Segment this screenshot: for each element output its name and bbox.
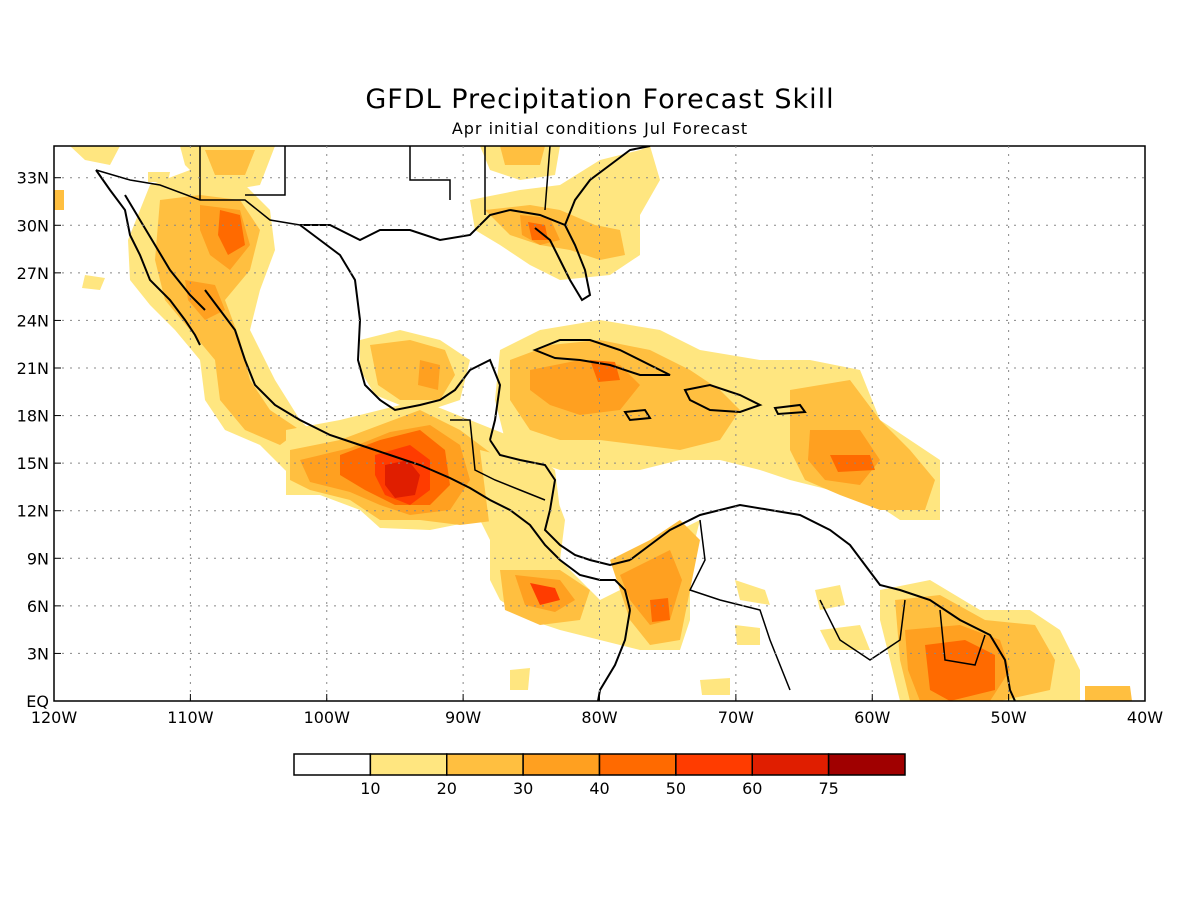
shade-sonora <box>185 280 225 320</box>
us-east-coast <box>564 146 651 226</box>
lat-tick-label: EQ <box>26 692 49 711</box>
shade-pacific-6 <box>385 460 420 498</box>
shade-baja-small <box>82 275 105 290</box>
shade-top-left <box>70 146 120 165</box>
lat-tick-label: 24N <box>17 311 49 330</box>
shade-venez-dots <box>735 625 760 645</box>
sa-west-coast <box>597 609 631 701</box>
shade-venez-dots5 <box>820 625 870 650</box>
colorbar-label: 20 <box>437 779 457 798</box>
cuba <box>532 339 671 376</box>
colorbar-label: 10 <box>360 779 380 798</box>
sa-north-coast <box>629 503 1016 701</box>
gulf-coast <box>299 209 511 441</box>
shade-ne-top2 <box>500 146 545 165</box>
shade-mid-left-dot <box>148 172 170 182</box>
lon-tick-label: 100W <box>304 708 351 727</box>
shade-venez-dots3 <box>700 678 730 695</box>
shade-east-edge <box>1085 686 1132 701</box>
ca-caribbean-coast <box>489 439 631 567</box>
colorbar-swatch <box>751 753 830 776</box>
colorbar-swatch <box>675 753 753 776</box>
lon-tick-label: 70W <box>718 708 754 727</box>
lat-tick-label: 27N <box>17 264 49 283</box>
lat-tick-label: 15N <box>17 454 49 473</box>
colorbar-swatch <box>446 753 524 776</box>
shade-colombia-3 <box>650 598 670 622</box>
lon-tick-label: 40W <box>1127 708 1163 727</box>
shade-venez-dots6 <box>510 668 530 690</box>
florida <box>509 209 592 302</box>
coastlines <box>95 146 1016 701</box>
shade-nw-mexico-4 <box>218 210 245 255</box>
shade-left-edge <box>54 190 64 210</box>
puerto-rico <box>773 403 807 416</box>
shade-venez-dots2 <box>735 580 770 605</box>
mexico-pacific-coast <box>204 289 631 611</box>
lat-tick-label: 21N <box>17 359 49 378</box>
colorbar-label: 60 <box>742 779 762 798</box>
colorbar-label: 40 <box>589 779 609 798</box>
lon-tick-label: 120W <box>31 708 78 727</box>
shade-gulf-3 <box>418 360 440 390</box>
border-ca-states <box>450 419 546 501</box>
colorbar-swatch <box>522 753 601 776</box>
lat-tick-label: 3N <box>27 644 49 663</box>
lon-tick-label: 50W <box>991 708 1027 727</box>
lon-tick-label: 90W <box>445 708 481 727</box>
colorbar-label: 75 <box>818 779 838 798</box>
lat-tick-label: 6N <box>27 597 49 616</box>
shade-antilles-3 <box>830 455 875 472</box>
lat-tick-label: 33N <box>17 169 49 188</box>
lat-tick-label: 30N <box>17 216 49 235</box>
colorbar-label: 30 <box>513 779 533 798</box>
lon-tick-label: 80W <box>581 708 617 727</box>
colorbar-swatch <box>598 753 677 776</box>
baja-coast <box>95 169 206 346</box>
chart-title: GFDL Precipitation Forecast Skill <box>365 84 835 115</box>
chart-subtitle: Apr initial conditions Jul Forecast <box>451 119 749 138</box>
shade-ca-4 <box>530 583 560 605</box>
jamaica <box>623 408 652 422</box>
lat-tick-label: 9N <box>27 549 49 568</box>
colorbar: 10 20 30 40 50 60 75 <box>293 753 906 798</box>
colorbar-swatch <box>827 753 906 776</box>
hispaniola <box>683 383 763 414</box>
shade-top-mid2 <box>205 150 255 175</box>
border-us-states <box>199 146 551 215</box>
colorbar-swatch <box>369 753 448 776</box>
lon-tick-label: 60W <box>854 708 890 727</box>
lon-tick-label: 110W <box>167 708 214 727</box>
lat-tick-label: 12N <box>17 502 49 521</box>
colorbar-label: 50 <box>666 779 686 798</box>
border-guianas <box>939 609 986 666</box>
colorbar-swatch <box>293 753 372 776</box>
grid-lines <box>53 146 1146 702</box>
lat-tick-label: 18N <box>17 407 49 426</box>
skill-shading <box>54 146 1132 701</box>
border-venez-guyana <box>819 599 906 661</box>
border-venez-colombia <box>688 519 791 691</box>
